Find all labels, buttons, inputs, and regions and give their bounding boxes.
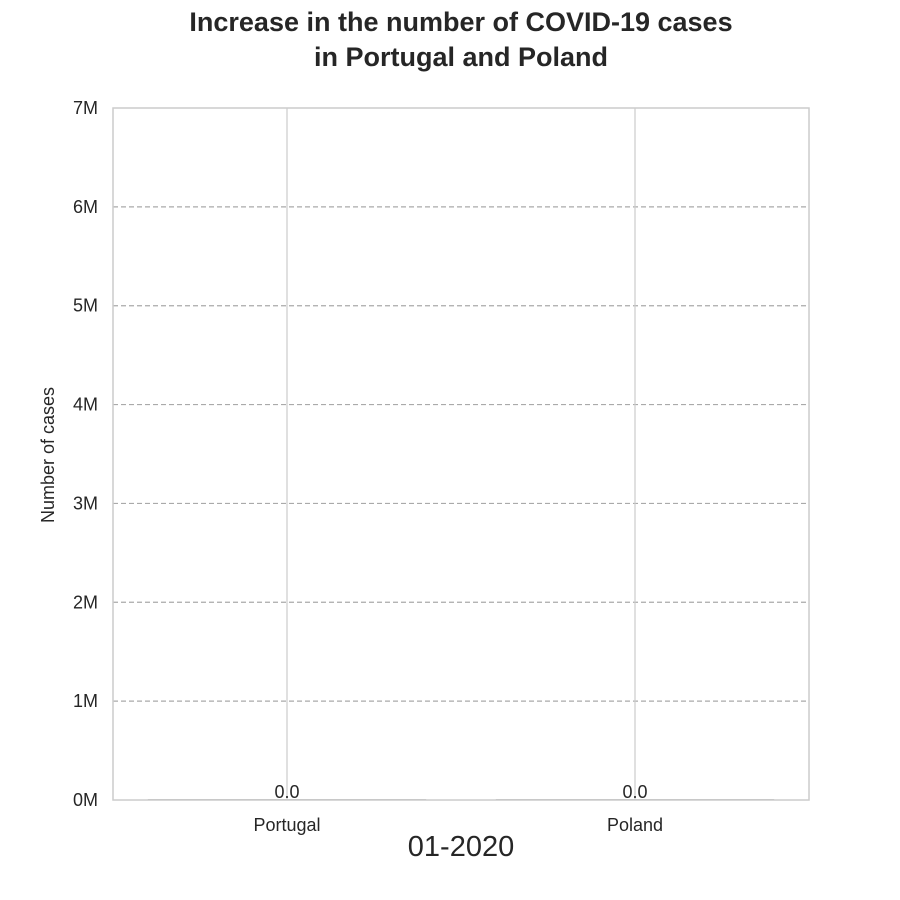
y-tick-label: 3M	[73, 493, 98, 513]
y-tick-label: 7M	[73, 98, 98, 118]
grid-layer	[113, 108, 809, 800]
y-tick-label: 5M	[73, 296, 98, 316]
y-tick-label: 1M	[73, 691, 98, 711]
y-tick-label: 6M	[73, 197, 98, 217]
data-label: 0.0	[622, 782, 647, 802]
y-tick-label: 2M	[73, 592, 98, 612]
chart-title-line-1: Increase in the number of COVID-19 cases	[189, 7, 733, 37]
x-tick-label: Portugal	[253, 815, 320, 835]
data-labels: 0.0 0.0	[274, 782, 647, 802]
y-axis-title: Number of cases	[38, 387, 58, 523]
data-label: 0.0	[274, 782, 299, 802]
chart-title: Increase in the number of COVID-19 cases…	[0, 5, 900, 75]
x-tick-labels: Portugal Poland	[253, 815, 663, 835]
chart-title-line-2: in Portugal and Poland	[313, 42, 608, 73]
y-tick-label: 4M	[73, 395, 98, 415]
y-tick-labels: 0M 1M 2M 3M 4M 5M 6M 7M	[73, 98, 98, 810]
y-tick-label: 0M	[73, 790, 98, 810]
period-label: 01-2020	[408, 831, 514, 863]
x-tick-label: Poland	[607, 815, 663, 835]
plot-frame	[112, 107, 810, 801]
